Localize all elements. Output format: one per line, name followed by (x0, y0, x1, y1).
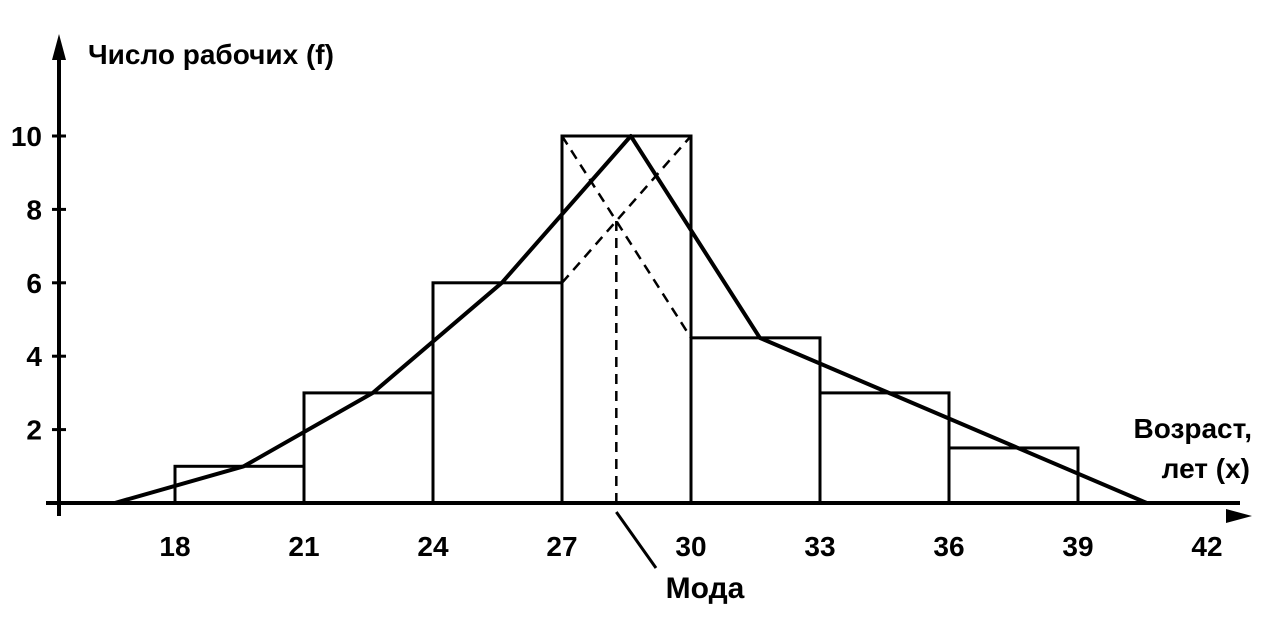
mode-pointer (615, 511, 658, 569)
mode-label: Мода (666, 572, 745, 605)
y-tick-label-6: 6 (26, 268, 42, 299)
y-tick-label-8: 8 (26, 194, 42, 225)
axis-labels: Число рабочих (f) Возраст, лет (x) Мода (88, 39, 1252, 605)
x-tick-label-33: 33 (804, 531, 835, 562)
y-tick-label-10: 10 (11, 121, 42, 152)
x-tick-label-21: 21 (288, 531, 319, 562)
mode-construction (560, 135, 693, 569)
x-tick-label-30: 30 (675, 531, 706, 562)
bar-24-27 (431, 281, 564, 505)
frequency-polygon (114, 134, 1148, 505)
y-axis-label: Число рабочих (f) (88, 39, 334, 70)
x-tick-label-42: 42 (1191, 531, 1222, 562)
bar-30-33 (689, 336, 822, 505)
x-tick-label-39: 39 (1062, 531, 1093, 562)
x-axis-label-line1: Возраст, (1133, 413, 1252, 444)
x-tick-label-27: 27 (546, 531, 577, 562)
histogram-bars (173, 134, 1080, 505)
y-tick-label-4: 4 (26, 341, 42, 372)
bar-18-21 (173, 464, 306, 505)
x-axis-label-line2: лет (x) (1162, 453, 1250, 484)
bar-21-24 (302, 391, 435, 505)
mode-diagonal-left (560, 135, 693, 339)
y-tick-label-2: 2 (26, 415, 42, 446)
bar-36-39 (947, 446, 1080, 505)
polygon-line (114, 134, 1148, 505)
mode-diagonal-right (561, 135, 692, 284)
y-axis-arrow (52, 34, 66, 60)
x-tick-label-18: 18 (159, 531, 190, 562)
x-axis-arrow (1226, 509, 1252, 523)
axes (46, 34, 1252, 523)
x-tick-label-36: 36 (933, 531, 964, 562)
x-tick-label-24: 24 (417, 531, 449, 562)
